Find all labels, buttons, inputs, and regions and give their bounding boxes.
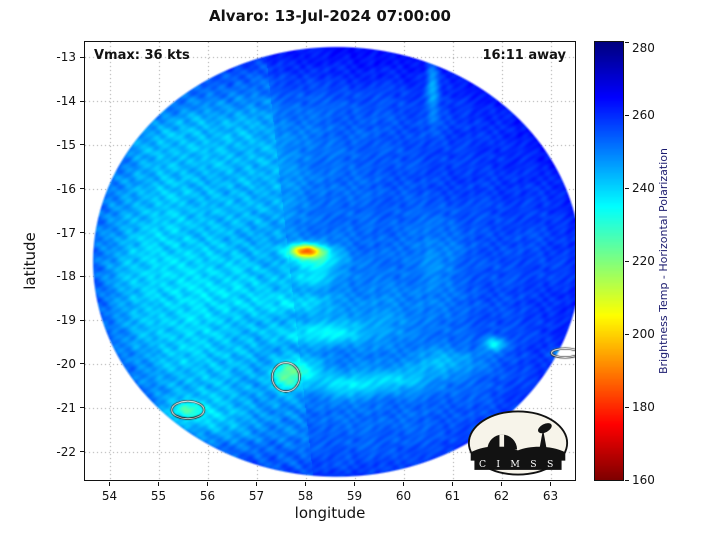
- logo-banner: [474, 456, 562, 470]
- x-tick-label: 59: [346, 489, 363, 503]
- y-tick-label: -13: [56, 50, 76, 65]
- y-tick-mark: [80, 319, 84, 321]
- x-tick-mark: [256, 482, 257, 486]
- x-tick-label: 62: [493, 489, 510, 503]
- cimss-logo: C I M S S: [467, 410, 569, 476]
- y-tick-label: -17: [56, 225, 76, 240]
- colorbar-canvas: [595, 42, 623, 480]
- colorbar-tick-mark: [625, 187, 629, 189]
- x-tick-mark: [452, 482, 453, 486]
- x-tick-label: 54: [101, 489, 118, 503]
- colorbar-tick-mark: [625, 114, 629, 116]
- x-tick-label: 60: [395, 489, 412, 503]
- x-axis-label: longitude: [294, 504, 366, 522]
- vmax-annotation: Vmax: 36 kts: [94, 48, 190, 63]
- y-tick-label: -19: [56, 313, 76, 328]
- y-tick-mark: [80, 407, 84, 409]
- plot-area: Vmax: 36 kts 16:11 away C I M S S: [85, 42, 575, 480]
- y-tick-mark: [80, 56, 84, 58]
- y-tick-mark: [80, 232, 84, 234]
- y-tick-mark: [80, 188, 84, 190]
- colorbar-tick-label: 180: [632, 400, 655, 414]
- x-tick-mark: [501, 482, 502, 486]
- colorbar-tick-mark: [625, 260, 629, 262]
- y-axis-label: latitude: [21, 232, 39, 290]
- x-tick-mark: [158, 482, 159, 486]
- colorbar-tick-label: 260: [632, 108, 655, 122]
- dome-slit: [499, 434, 505, 447]
- x-tick-label: 55: [150, 489, 167, 503]
- y-tick-label: -16: [56, 181, 76, 196]
- colorbar: [595, 42, 623, 480]
- colorbar-tick-label: 160: [632, 473, 655, 487]
- x-tick-label: 56: [199, 489, 216, 503]
- y-tick-mark: [80, 363, 84, 365]
- x-tick-mark: [305, 482, 306, 486]
- y-tick-label: -15: [56, 137, 76, 152]
- colorbar-tick-mark: [625, 479, 629, 481]
- obs-time-annotation: 16:11 away: [482, 48, 566, 63]
- x-tick-mark: [550, 482, 551, 486]
- logo-text: C I M S S: [479, 459, 557, 470]
- y-tick-mark: [80, 100, 84, 102]
- colorbar-tick-label: 240: [632, 181, 655, 195]
- plot-title: Alvaro: 13-Jul-2024 07:00:00: [209, 7, 451, 25]
- y-tick-label: -20: [56, 356, 76, 371]
- satellite-dish-icon: [538, 423, 552, 434]
- brightness-temp-field-canvas: [85, 42, 575, 480]
- y-tick-label: -21: [56, 400, 76, 415]
- x-tick-mark: [354, 482, 355, 486]
- y-tick-label: -18: [56, 269, 76, 284]
- y-tick-label: -22: [56, 444, 76, 459]
- colorbar-tick-mark: [625, 406, 629, 408]
- colorbar-tick-label: 280: [632, 41, 655, 55]
- colorbar-tick-mark: [625, 333, 629, 335]
- x-tick-label: 58: [297, 489, 314, 503]
- antenna-tower-icon: [539, 429, 547, 450]
- x-tick-label: 63: [542, 489, 559, 503]
- colorbar-tick-label: 220: [632, 254, 655, 268]
- x-tick-label: 57: [248, 489, 265, 503]
- colorbar-tick-label: 200: [632, 327, 655, 341]
- x-tick-mark: [403, 482, 404, 486]
- x-tick-label: 61: [444, 489, 461, 503]
- y-tick-label: -14: [56, 94, 76, 109]
- colorbar-tick-mark: [625, 41, 629, 43]
- y-tick-mark: [80, 275, 84, 277]
- y-tick-mark: [80, 144, 84, 146]
- x-tick-mark: [109, 482, 110, 486]
- x-tick-mark: [207, 482, 208, 486]
- y-tick-mark: [80, 451, 84, 453]
